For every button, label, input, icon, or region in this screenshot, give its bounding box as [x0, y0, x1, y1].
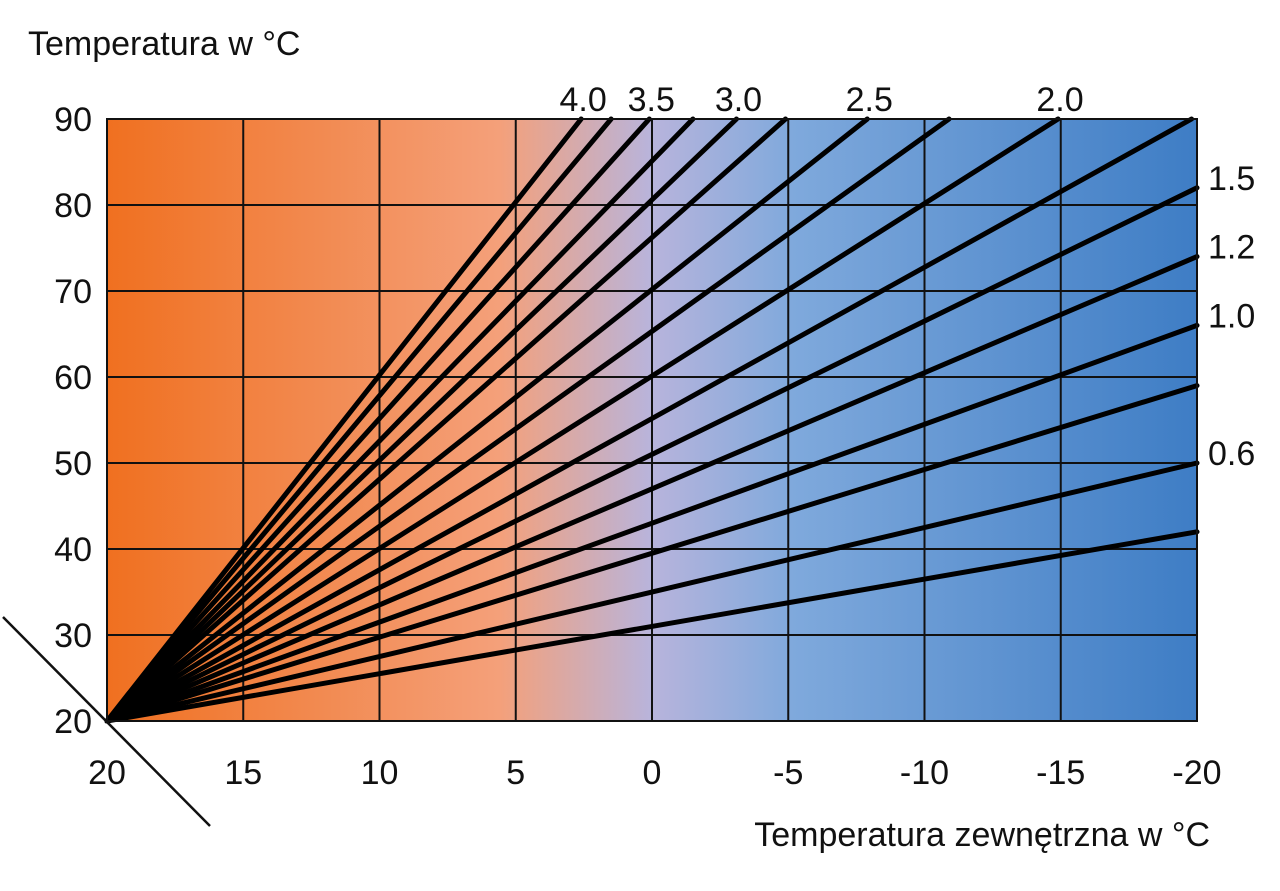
y-tick-label: 80: [54, 187, 92, 225]
curve-3.0: [104, 116, 739, 724]
x-tick-label: 5: [506, 754, 525, 792]
curve-4.0: [104, 116, 584, 724]
curve-label: 1.2: [1208, 229, 1255, 267]
curve-1.0: [104, 322, 1200, 724]
curve-0.6: [104, 460, 1200, 724]
x-tick-label: 20: [88, 754, 126, 792]
x-tick-label: -20: [1172, 754, 1221, 792]
curve-1.5: [104, 185, 1200, 724]
curve-label: 0.6: [1208, 435, 1255, 473]
curve-2.5: [104, 116, 870, 724]
y-tick-label: 60: [54, 359, 92, 397]
curve-2.75: [104, 116, 789, 724]
curve-label: 3.0: [715, 81, 762, 119]
curve-2.25: [104, 116, 952, 724]
curve-label: 1.0: [1208, 297, 1255, 335]
curve-3.25: [104, 116, 696, 724]
curve-0.4: [104, 529, 1200, 724]
curve-label: 3.5: [628, 81, 675, 119]
curve-2.0: [104, 116, 1061, 724]
y-tick-label: 30: [54, 617, 92, 655]
curve-label: 2.5: [846, 81, 893, 119]
curves: [104, 116, 1200, 724]
y-tick-label: 20: [54, 703, 92, 741]
y-tick-label: 40: [54, 531, 92, 569]
curve-0.8: [104, 383, 1200, 724]
curve-label: 2.0: [1036, 81, 1083, 119]
x-tick-label: 15: [224, 754, 262, 792]
curve-3.5: [104, 116, 652, 724]
x-tick-label: -10: [900, 754, 949, 792]
x-tick-label: 0: [643, 754, 662, 792]
curve-1.2: [104, 254, 1200, 724]
x-axis-label: Temperatura zewnętrzna w °C: [754, 816, 1210, 854]
x-tick-label: 10: [361, 754, 399, 792]
curve-label: 1.5: [1208, 160, 1255, 198]
y-tick-label: 50: [54, 445, 92, 483]
y-axis-label: Temperatura w °C: [28, 25, 300, 63]
origin-diagonal: [2, 616, 211, 827]
curve-3.75: [104, 116, 614, 724]
plot-frame: [106, 118, 1198, 722]
x-tick-label: -15: [1036, 754, 1085, 792]
curve-labels: 4.0 3.5 3.0 2.5 2.0 1.5 1.2 1.0 0.6: [560, 81, 1256, 473]
y-tick-label: 70: [54, 273, 92, 311]
curve-label: 4.0: [560, 81, 607, 119]
curve-1.75: [104, 116, 1195, 724]
y-tick-label: 90: [54, 101, 92, 139]
x-tick-label: -5: [773, 754, 803, 792]
